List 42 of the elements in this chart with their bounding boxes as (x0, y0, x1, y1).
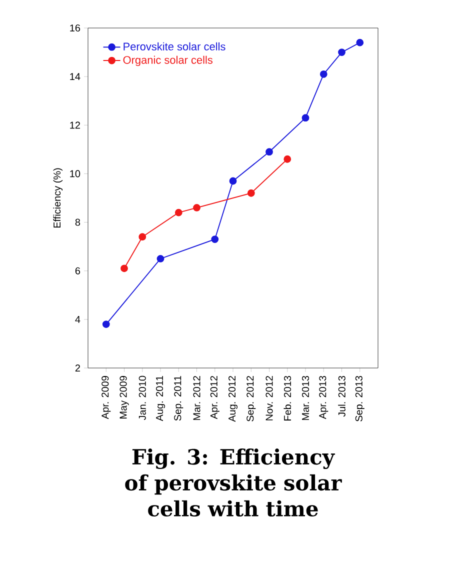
point (320, 70, 328, 78)
x-tick-label: Apr. 2012 (210, 376, 220, 420)
point (302, 114, 310, 122)
point (284, 155, 292, 163)
x-tick-label: Sep. 2012 (246, 376, 256, 422)
y-tick-label: 2 (75, 364, 80, 372)
legend-label: Organic solar cells (123, 56, 212, 66)
legend-label: Perovskite solar cells (124, 42, 226, 50)
x-tick-label: Nov. 2012 (266, 376, 273, 420)
point (229, 177, 237, 185)
point (338, 48, 346, 56)
x-tick-label: Mar. 2012 (193, 376, 200, 420)
x-tick-label: May 2009 (120, 376, 129, 418)
y-tick-label: 10 (70, 170, 80, 178)
x-tick-label: Mar. 2013 (302, 376, 310, 420)
x-tick-label: Sep. 2011 (174, 376, 184, 421)
x-tick-label: Jul. 2013 (338, 376, 346, 417)
point (247, 189, 255, 197)
y-tick-label: 12 (70, 122, 80, 129)
y-tick-label: 4 (75, 316, 80, 323)
text: Fig. 3: Efficiency of perovskite solar cells with time (125, 448, 342, 517)
point (193, 204, 200, 212)
x-tick-label: Apr. 2013 (319, 376, 328, 420)
point (138, 233, 146, 241)
x-tick-label: Aug. 2011 (156, 376, 166, 422)
point (120, 264, 128, 272)
point (266, 148, 273, 156)
y-tick-label: 6 (75, 267, 80, 274)
x-tick-label: Sep. 2013 (355, 376, 364, 422)
y-tick-label: 16 (70, 24, 80, 32)
point (211, 236, 219, 243)
point (156, 255, 164, 262)
y-tick-label: 8 (75, 218, 80, 226)
point (356, 38, 364, 46)
x-tick-label: Feb. 2013 (284, 376, 292, 420)
y-axis-title: Efficiency (%) (53, 168, 63, 228)
y-tick-label: 14 (70, 73, 80, 80)
x-tick-label: Apr. 2009 (102, 376, 111, 420)
point (174, 208, 182, 216)
point (102, 320, 110, 328)
x-tick-label: Jan. 2010 (138, 376, 146, 420)
x-tick-label: Aug. 2012 (228, 376, 238, 422)
